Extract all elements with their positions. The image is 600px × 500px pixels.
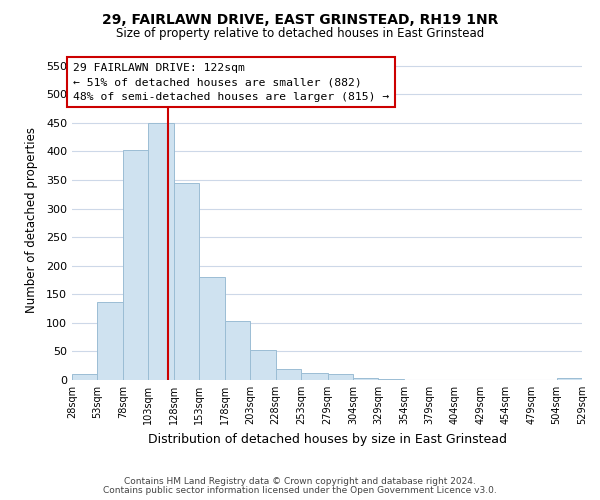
Bar xyxy=(72,374,97,380)
Bar xyxy=(97,302,123,380)
Bar xyxy=(123,150,148,380)
Bar xyxy=(174,183,199,380)
Bar xyxy=(148,123,174,380)
Y-axis label: Number of detached properties: Number of detached properties xyxy=(25,127,38,313)
Text: Size of property relative to detached houses in East Grinstead: Size of property relative to detached ho… xyxy=(116,28,484,40)
Bar xyxy=(353,378,379,380)
Bar xyxy=(301,372,328,380)
X-axis label: Distribution of detached houses by size in East Grinstead: Distribution of detached houses by size … xyxy=(148,432,506,446)
Bar xyxy=(328,374,353,380)
Bar xyxy=(199,277,224,380)
Bar xyxy=(275,368,301,380)
Text: Contains public sector information licensed under the Open Government Licence v3: Contains public sector information licen… xyxy=(103,486,497,495)
Text: 29 FAIRLAWN DRIVE: 122sqm
← 51% of detached houses are smaller (882)
48% of semi: 29 FAIRLAWN DRIVE: 122sqm ← 51% of detac… xyxy=(73,63,389,102)
Bar xyxy=(557,378,582,380)
Bar xyxy=(224,320,250,380)
Bar xyxy=(250,350,275,380)
Text: 29, FAIRLAWN DRIVE, EAST GRINSTEAD, RH19 1NR: 29, FAIRLAWN DRIVE, EAST GRINSTEAD, RH19… xyxy=(102,12,498,26)
Text: Contains HM Land Registry data © Crown copyright and database right 2024.: Contains HM Land Registry data © Crown c… xyxy=(124,477,476,486)
